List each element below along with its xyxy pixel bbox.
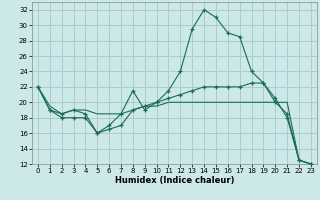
X-axis label: Humidex (Indice chaleur): Humidex (Indice chaleur) bbox=[115, 176, 234, 185]
